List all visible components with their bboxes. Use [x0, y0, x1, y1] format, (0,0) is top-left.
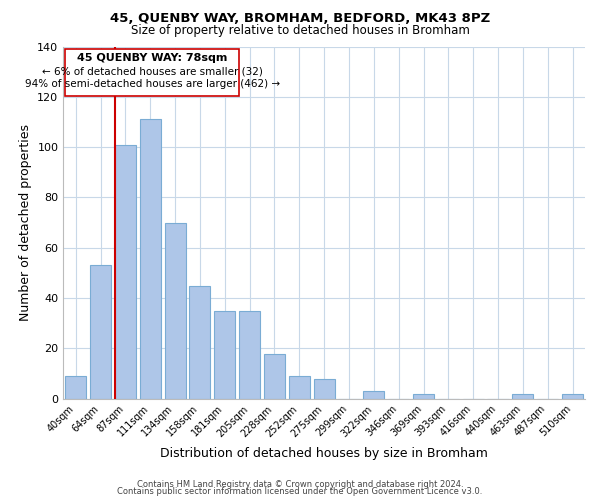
Text: Contains public sector information licensed under the Open Government Licence v3: Contains public sector information licen…	[118, 488, 482, 496]
Bar	[413, 394, 434, 399]
Bar	[363, 392, 385, 399]
Text: 45, QUENBY WAY, BROMHAM, BEDFORD, MK43 8PZ: 45, QUENBY WAY, BROMHAM, BEDFORD, MK43 8…	[110, 12, 490, 26]
Bar	[314, 378, 335, 399]
Bar	[239, 310, 260, 399]
Text: 45 QUENBY WAY: 78sqm: 45 QUENBY WAY: 78sqm	[77, 53, 227, 63]
Bar	[289, 376, 310, 399]
Text: Contains HM Land Registry data © Crown copyright and database right 2024.: Contains HM Land Registry data © Crown c…	[137, 480, 463, 489]
X-axis label: Distribution of detached houses by size in Bromham: Distribution of detached houses by size …	[160, 447, 488, 460]
Bar	[190, 286, 211, 399]
Bar	[264, 354, 285, 399]
Text: 94% of semi-detached houses are larger (462) →: 94% of semi-detached houses are larger (…	[25, 79, 280, 89]
Bar	[562, 394, 583, 399]
FancyBboxPatch shape	[65, 49, 239, 96]
Text: Size of property relative to detached houses in Bromham: Size of property relative to detached ho…	[131, 24, 469, 37]
Bar	[164, 222, 185, 399]
Y-axis label: Number of detached properties: Number of detached properties	[19, 124, 32, 321]
Bar	[140, 120, 161, 399]
Text: ← 6% of detached houses are smaller (32): ← 6% of detached houses are smaller (32)	[42, 66, 263, 76]
Bar	[512, 394, 533, 399]
Bar	[214, 310, 235, 399]
Bar	[65, 376, 86, 399]
Bar	[115, 144, 136, 399]
Bar	[90, 266, 111, 399]
